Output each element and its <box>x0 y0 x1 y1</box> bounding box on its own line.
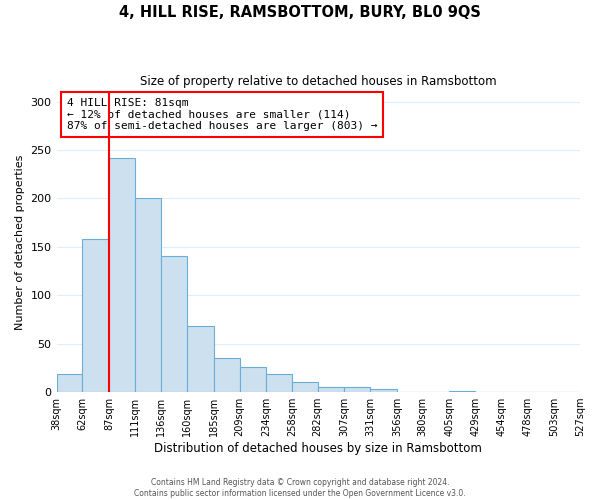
Bar <box>449 391 475 392</box>
Bar <box>56 374 82 392</box>
X-axis label: Distribution of detached houses by size in Ramsbottom: Distribution of detached houses by size … <box>154 442 482 455</box>
Text: Contains HM Land Registry data © Crown copyright and database right 2024.
Contai: Contains HM Land Registry data © Crown c… <box>134 478 466 498</box>
Title: Size of property relative to detached houses in Ramsbottom: Size of property relative to detached ho… <box>140 75 497 88</box>
Bar <box>370 389 397 392</box>
Bar <box>187 326 214 392</box>
Bar <box>134 198 161 392</box>
Text: 4 HILL RISE: 81sqm
← 12% of detached houses are smaller (114)
87% of semi-detach: 4 HILL RISE: 81sqm ← 12% of detached hou… <box>67 98 377 131</box>
Bar <box>266 374 292 392</box>
Bar <box>318 387 344 392</box>
Text: 4, HILL RISE, RAMSBOTTOM, BURY, BL0 9QS: 4, HILL RISE, RAMSBOTTOM, BURY, BL0 9QS <box>119 5 481 20</box>
Bar <box>214 358 239 392</box>
Bar <box>109 158 134 392</box>
Y-axis label: Number of detached properties: Number of detached properties <box>15 154 25 330</box>
Bar <box>239 367 266 392</box>
Bar <box>292 382 318 392</box>
Bar <box>344 387 370 392</box>
Bar <box>161 256 187 392</box>
Bar <box>82 239 109 392</box>
